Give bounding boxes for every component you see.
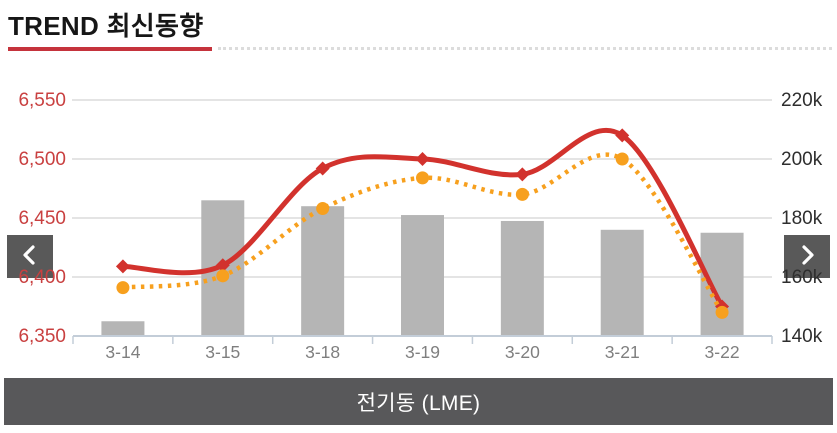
volume-bars — [600, 229, 644, 336]
price-line-solid-marker — [315, 161, 330, 176]
volume-bars — [700, 232, 744, 336]
title-underline — [8, 47, 212, 51]
x-axis-label: 3-14 — [105, 342, 140, 362]
chart-footer-label: 전기동 (LME) — [356, 391, 481, 415]
x-axis-label: 3-21 — [605, 342, 640, 362]
left-axis-label: 6,550 — [18, 90, 66, 111]
chevron-right-icon — [797, 244, 817, 269]
page-title: TREND 최신동향 — [8, 11, 204, 41]
title-divider-dotted — [218, 47, 832, 50]
price-line-dotted-marker — [216, 269, 230, 283]
right-axis-label: 220k — [781, 90, 823, 111]
volume-bars — [401, 215, 444, 336]
x-axis-label: 3-20 — [505, 342, 540, 362]
x-axis-label: 3-15 — [205, 342, 240, 362]
volume-bars — [301, 206, 345, 336]
chevron-left-icon — [20, 244, 40, 269]
left-axis-label: 6,450 — [18, 208, 66, 229]
price-line-solid — [122, 127, 725, 308]
right-axis-label: 200k — [781, 149, 823, 170]
right-axis-label: 180k — [781, 208, 823, 229]
price-line-dotted-marker — [416, 171, 429, 185]
price-line-dotted-marker — [615, 152, 629, 166]
price-line-solid-marker — [115, 259, 130, 274]
price-line-dotted-marker — [116, 281, 130, 295]
left-axis-label: 6,350 — [18, 326, 66, 347]
price-line-dotted — [122, 152, 724, 314]
left-axis-label: 6,500 — [18, 149, 66, 170]
chart-footer-bar: 전기동 (LME) — [4, 378, 833, 425]
price-line-solid-marker — [415, 152, 430, 166]
price-line-solid-marker — [215, 258, 230, 273]
price-line-solid-marker — [515, 167, 530, 182]
volume-bars — [500, 220, 544, 336]
carousel-next-button[interactable] — [784, 235, 830, 278]
right-axis-label: 140k — [781, 326, 823, 347]
volume-bars — [201, 200, 245, 336]
price-line-dotted-marker — [515, 187, 529, 201]
price-line-solid-marker — [715, 299, 730, 314]
x-axis-label: 3-18 — [305, 342, 340, 362]
x-axis-label: 3-22 — [705, 342, 740, 362]
volume-bars — [101, 321, 145, 336]
price-line-dotted-marker — [715, 305, 729, 319]
price-line-solid-marker — [615, 128, 630, 143]
trend-chart: 6,3506,4006,4506,5006,550140k160k180k200… — [18, 90, 823, 362]
carousel-prev-button[interactable] — [7, 235, 53, 278]
price-line-dotted-marker — [316, 202, 330, 216]
x-axis-label: 3-19 — [405, 342, 440, 362]
